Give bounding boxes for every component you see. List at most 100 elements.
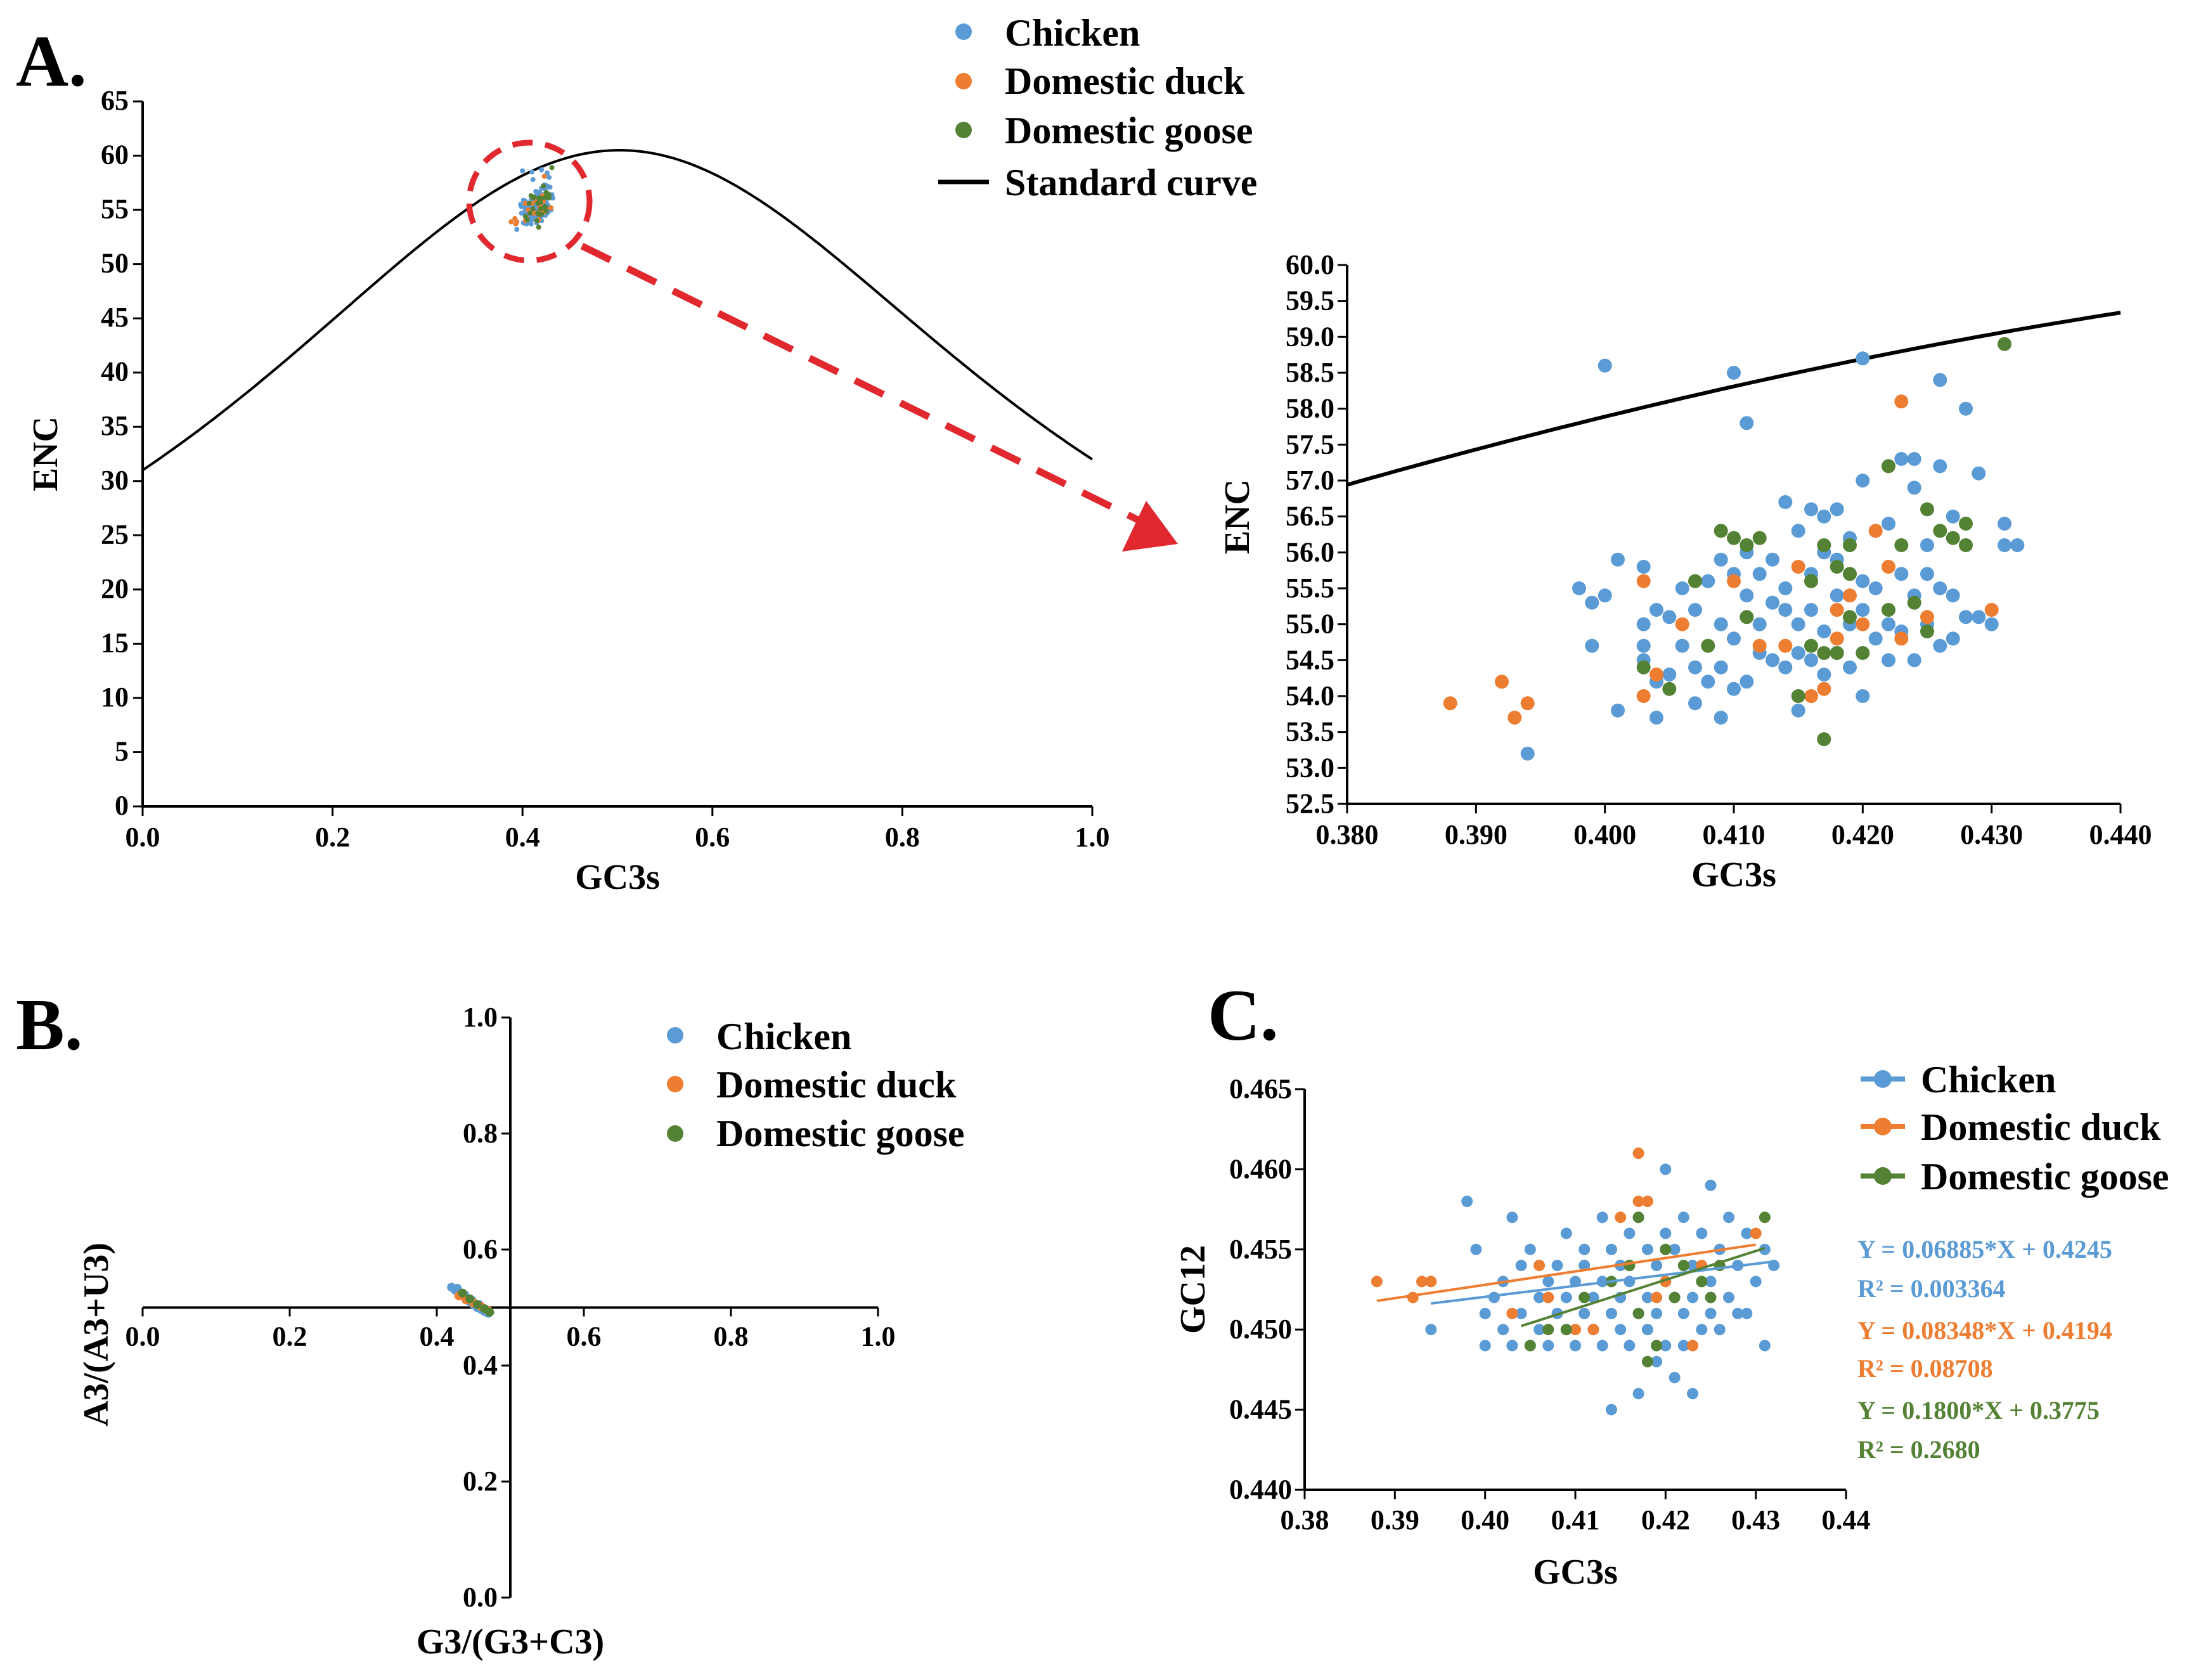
zoom-x-tick-label: 0.390 xyxy=(1445,819,1508,850)
c-point-chicken xyxy=(1669,1243,1681,1255)
zoom-point-domestic-goose xyxy=(1959,517,1973,531)
b-point-domestic-goose xyxy=(472,1300,482,1309)
c-point-chicken xyxy=(1732,1307,1744,1319)
c-point-domestic-goose xyxy=(1560,1324,1572,1336)
zoom-point-chicken xyxy=(1804,502,1818,517)
zoom-point-domestic-duck xyxy=(1778,638,1793,653)
c-point-chicken xyxy=(1579,1307,1591,1319)
c-point-chicken xyxy=(1687,1388,1698,1400)
a-point-domestic-goose xyxy=(541,183,546,189)
zoom-point-chicken xyxy=(2010,538,2025,552)
c-x-tick-label: 0.42 xyxy=(1641,1504,1690,1535)
zoom-point-chicken xyxy=(1907,452,1921,466)
zoom-point-chicken xyxy=(1766,552,1779,567)
a-y-tick-label: 60 xyxy=(101,139,129,171)
c-point-chicken xyxy=(1687,1260,1698,1272)
c-point-domestic-duck xyxy=(1687,1340,1698,1352)
c-point-chicken xyxy=(1479,1340,1491,1352)
b-point-domestic-goose xyxy=(465,1294,475,1303)
a-standard-curve xyxy=(141,149,1094,472)
c-point-chicken xyxy=(1677,1212,1689,1224)
c-point-chicken xyxy=(1615,1324,1627,1336)
a-y-tick-label: 30 xyxy=(101,465,129,496)
c-x-tick-label: 0.39 xyxy=(1371,1504,1419,1535)
a-point-chicken xyxy=(514,226,520,232)
zoom-point-chicken xyxy=(1520,746,1535,761)
c-point-chicken xyxy=(1641,1243,1653,1255)
zoom-point-chicken xyxy=(1727,682,1741,696)
c-point-domestic-goose xyxy=(1677,1260,1689,1272)
a-point-domestic-duck xyxy=(514,219,520,224)
zoom-point-domestic-duck xyxy=(1830,603,1844,617)
legend-b-goose: Domestic goose xyxy=(716,1113,965,1154)
zoom-y-axis-label: ENC xyxy=(1218,479,1257,554)
zoom-point-chicken xyxy=(1585,595,1599,610)
c-point-chicken xyxy=(1533,1291,1546,1303)
panel-label-c: C. xyxy=(1208,975,1279,1056)
legend-a-duck: Domestic duck xyxy=(1005,60,1245,102)
zoom-point-chicken xyxy=(1650,603,1663,617)
zoom-point-chicken xyxy=(1791,646,1805,660)
a-y-tick-label: 50 xyxy=(101,248,129,279)
legend-a: Chicken Domestic duck Domestic goose Sta… xyxy=(938,12,1257,204)
zoom-point-chicken xyxy=(1856,603,1870,617)
legend-b-chicken: Chicken xyxy=(716,1016,851,1057)
panel-label-b: B. xyxy=(16,985,82,1065)
c-point-chicken xyxy=(1551,1260,1563,1272)
c-point-chicken xyxy=(1677,1307,1689,1319)
c-point-domestic-duck xyxy=(1651,1291,1663,1303)
zoom-point-chicken xyxy=(1650,711,1663,725)
c-point-domestic-goose xyxy=(1660,1243,1672,1255)
b-y-tick-label: 0.8 xyxy=(463,1118,498,1149)
b-x-tick-label: 1.0 xyxy=(861,1321,896,1352)
c-point-domestic-duck xyxy=(1371,1276,1383,1288)
c-point-chicken xyxy=(1579,1243,1591,1255)
zoom-point-domestic-duck xyxy=(1920,610,1934,624)
a-y-tick-label: 10 xyxy=(101,682,129,713)
zoom-point-chicken xyxy=(1740,675,1754,689)
zoom-point-domestic-duck xyxy=(1894,631,1909,646)
c-point-chicken xyxy=(1723,1212,1734,1224)
b-x-tick-label: 0.6 xyxy=(567,1321,602,1352)
zoom-x-tick-label: 0.430 xyxy=(1960,819,2023,850)
zoom-point-chicken xyxy=(1636,617,1651,631)
zoom-point-chicken xyxy=(1675,581,1689,595)
zoom-y-tick-label: 57.0 xyxy=(1286,465,1334,496)
zoom-point-domestic-duck xyxy=(1843,588,1857,603)
zoom-point-chicken xyxy=(1804,603,1818,617)
chicken-equation: Y = 0.06885*X + 0.4245 xyxy=(1857,1235,2112,1263)
zoom-point-chicken xyxy=(1894,452,1909,466)
plot-b: 0.0 0.2 0.4 0.6 0.8 1.0 0.0 0.2 0.4 0.6 0.8 1.0 G3/(… xyxy=(77,1002,896,1662)
a-x-tick-label: 0.0 xyxy=(126,822,160,853)
c-y-tick-label: 0.445 xyxy=(1229,1394,1292,1425)
zoom-point-domestic-goose xyxy=(1933,524,1947,538)
a-point-chicken xyxy=(547,184,553,190)
c-y-tick-label: 0.455 xyxy=(1229,1234,1292,1265)
zoom-point-chicken xyxy=(1778,603,1793,617)
c-x-axis-label: GC3s xyxy=(1533,1553,1618,1592)
c-point-chicken xyxy=(1524,1243,1536,1255)
a-point-domestic-goose xyxy=(539,211,545,217)
c-point-domestic-goose xyxy=(1705,1291,1717,1303)
zoom-point-chicken xyxy=(1984,617,1999,631)
c-point-chicken xyxy=(1461,1196,1473,1207)
c-point-chicken xyxy=(1506,1340,1518,1352)
a-point-domestic-goose xyxy=(549,165,555,171)
c-x-tick-label: 0.44 xyxy=(1822,1504,1871,1535)
a-point-chicken xyxy=(530,177,536,183)
c-point-chicken xyxy=(1596,1340,1608,1352)
zoom-point-chicken xyxy=(1778,660,1793,675)
zoom-point-chicken xyxy=(1882,517,1895,531)
zoom-point-chicken xyxy=(1882,617,1895,631)
zoom-point-domestic-goose xyxy=(1804,638,1818,653)
zoom-point-domestic-duck xyxy=(1856,617,1870,631)
zoom-point-domestic-duck xyxy=(1675,617,1689,631)
c-point-domestic-duck xyxy=(1533,1260,1546,1272)
c-fit-line-chicken xyxy=(1431,1260,1774,1305)
zoom-point-domestic-goose xyxy=(1843,538,1857,552)
a-y-tick-label: 25 xyxy=(101,519,129,550)
legend-b-goose-marker xyxy=(667,1125,683,1142)
zoom-point-domestic-goose xyxy=(1636,660,1651,675)
b-y-tick-label: 0.2 xyxy=(463,1466,498,1497)
c-point-chicken xyxy=(1705,1179,1717,1191)
